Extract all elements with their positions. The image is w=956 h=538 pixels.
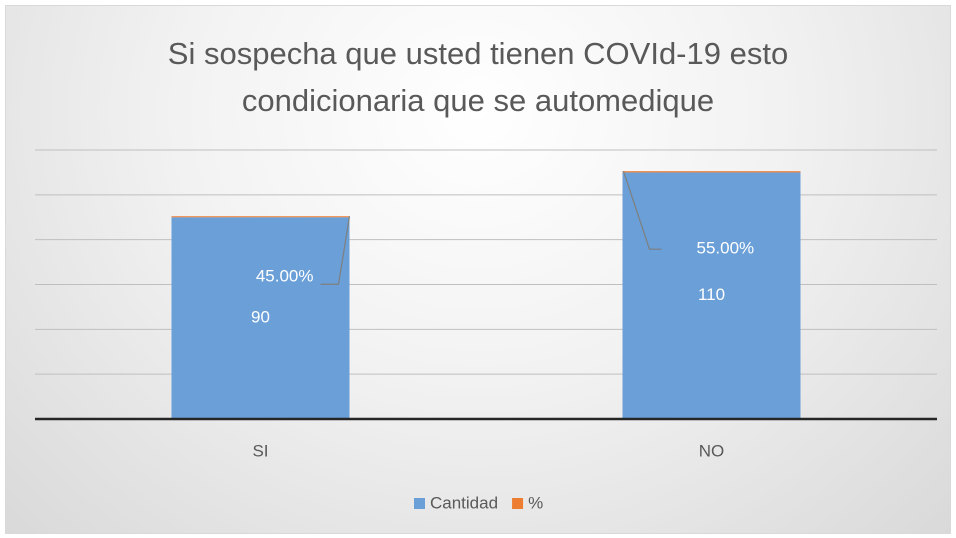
data-label: 110: [698, 285, 725, 304]
leader-line: [622, 170, 662, 250]
data-label: 45.00%: [256, 267, 314, 286]
x-tick-label: NO: [699, 441, 725, 460]
data-label: 90: [251, 308, 270, 327]
bar: [171, 217, 350, 419]
leader-line: [320, 216, 351, 285]
bar: [171, 216, 350, 218]
bar: [622, 172, 801, 419]
legend-label: Cantidad: [430, 493, 498, 512]
x-tick-label: SI: [252, 441, 268, 460]
legend-swatch: [414, 498, 425, 509]
legend-label: %: [528, 493, 543, 512]
bar: [622, 171, 801, 173]
chart-title: Si sospecha que usted tienen COVId-19 es…: [167, 36, 789, 118]
legend-swatch: [512, 498, 524, 509]
data-label: 55.00%: [697, 239, 755, 258]
